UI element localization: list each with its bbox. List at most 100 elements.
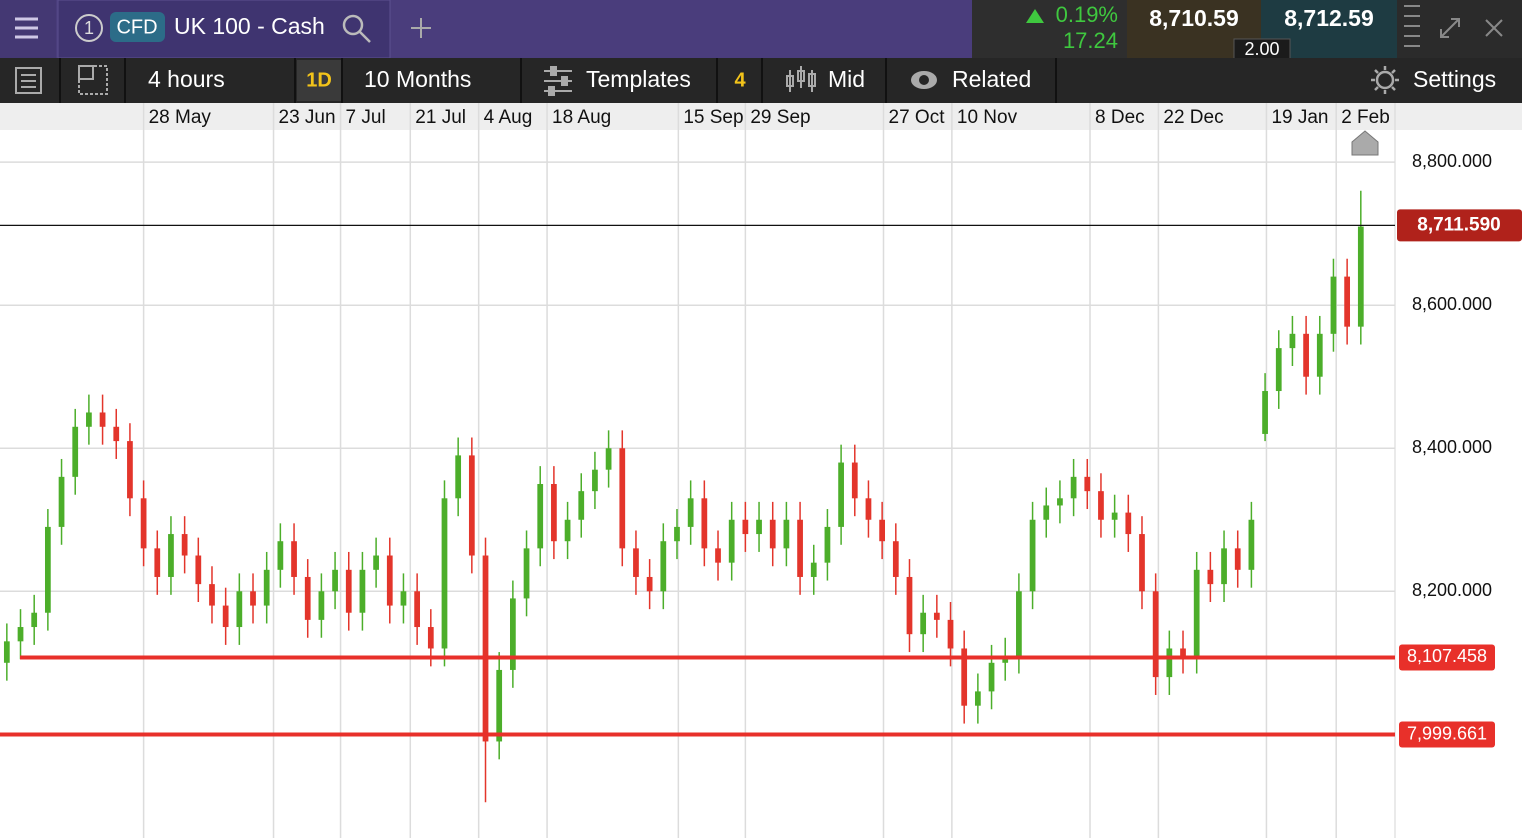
change-percent: 0.19% — [1056, 2, 1118, 27]
add-tab[interactable] — [411, 18, 431, 38]
candle-body — [263, 569, 270, 606]
candle-body — [838, 462, 844, 527]
settings-icon — [1371, 66, 1399, 94]
candle-body — [168, 534, 174, 577]
close-icon[interactable] — [1485, 19, 1503, 37]
candle-body — [1316, 333, 1323, 377]
candle-body — [810, 562, 817, 577]
candle-body — [728, 519, 735, 563]
buy-price: 8,712.59 — [1284, 5, 1374, 31]
layout-icon[interactable] — [78, 65, 108, 95]
change-points: 17.24 — [1063, 28, 1118, 53]
list-icon[interactable] — [15, 67, 42, 94]
search-icon[interactable] — [342, 14, 371, 43]
toolbar-dividers — [59, 58, 1057, 103]
candle-body — [250, 591, 256, 606]
candle-body — [1289, 333, 1296, 349]
up-arrow — [1026, 9, 1044, 23]
candle-body — [742, 519, 749, 535]
range[interactable]: 10 Months — [364, 66, 471, 92]
y-tick-label: 8,400.000 — [1412, 437, 1492, 457]
interval[interactable]: 4 hours — [148, 66, 225, 92]
candle-body — [1043, 505, 1050, 520]
scroll-home[interactable] — [1351, 130, 1379, 156]
x-tick-label: 27 Oct — [889, 107, 946, 128]
candle-body — [482, 555, 489, 742]
candle-body — [1111, 512, 1118, 520]
candle-body — [1357, 226, 1364, 327]
candle-body — [824, 526, 831, 563]
x-tick-label: 4 Aug — [484, 107, 533, 128]
candle-body — [920, 612, 927, 635]
candle-body — [140, 498, 147, 549]
candle-body — [373, 555, 379, 570]
candle-body — [222, 605, 229, 628]
candle-body — [509, 598, 516, 670]
price-type[interactable]: Mid — [828, 66, 865, 92]
candle-body — [58, 476, 65, 527]
candle-body — [1207, 569, 1214, 585]
candle-body — [1125, 512, 1132, 535]
level-box — [1399, 721, 1495, 748]
candle-body — [947, 619, 954, 649]
x-tick-label: 28 May — [149, 107, 212, 128]
candle-body — [851, 462, 858, 499]
period-button-bg[interactable] — [297, 60, 341, 101]
candle-body — [592, 469, 598, 492]
level-box — [1399, 644, 1495, 671]
period-button[interactable]: 1D — [306, 69, 332, 91]
candle-body — [427, 627, 434, 649]
x-tick-label: 18 Aug — [552, 107, 611, 128]
menu-icon — [15, 17, 38, 39]
candle-body — [1221, 548, 1227, 585]
candle-body — [578, 491, 585, 520]
level-label: 8,107.458 — [1407, 646, 1487, 666]
candle-body — [359, 569, 366, 613]
level-label: 7,999.661 — [1407, 723, 1487, 743]
candle-body — [99, 412, 106, 427]
x-tick-label: 21 Jul — [415, 107, 466, 128]
cfd-badge — [110, 12, 165, 42]
candle-body — [797, 519, 803, 577]
candle-body — [605, 448, 612, 470]
candle-body — [44, 526, 51, 613]
drag-handle — [1404, 5, 1420, 47]
candle-body — [783, 519, 790, 549]
candle-body — [1098, 491, 1104, 520]
candle-body — [113, 426, 120, 442]
x-tick-label: 29 Sep — [750, 107, 810, 128]
candle-body — [1275, 348, 1282, 392]
candle-body — [1070, 476, 1077, 499]
candle-body — [865, 498, 872, 520]
expand-icon[interactable] — [1440, 18, 1460, 38]
related[interactable]: Related — [952, 66, 1031, 92]
candle-body — [660, 541, 667, 592]
y-tick-label: 8,200.000 — [1412, 580, 1492, 600]
candle-body — [195, 555, 202, 585]
candle-body — [414, 591, 421, 628]
candles — [3, 190, 1364, 803]
candle-body — [1166, 648, 1173, 678]
x-tick-label: 23 Jun — [279, 107, 336, 128]
templates-icon — [544, 66, 572, 96]
candle-body — [1016, 591, 1022, 656]
tab-number-circle — [75, 14, 103, 42]
candle-body — [1344, 276, 1351, 327]
last-price-label: 8,711.590 — [1417, 214, 1500, 235]
candle-body — [551, 484, 557, 542]
settings[interactable]: Settings — [1413, 66, 1496, 92]
candle-body — [1152, 591, 1159, 678]
x-tick-label: 22 Dec — [1163, 107, 1223, 128]
candle-body — [455, 455, 462, 499]
x-tick-label: 8 Dec — [1095, 107, 1145, 128]
y-tick-label: 8,800.000 — [1412, 151, 1492, 171]
candle-body — [1180, 648, 1186, 656]
candle-body — [154, 548, 161, 577]
candle-body — [17, 627, 24, 642]
candle-body — [1029, 519, 1036, 592]
templates[interactable]: Templates — [586, 66, 691, 92]
candle-body — [236, 591, 243, 628]
candle-body — [181, 534, 188, 556]
candle-body — [1084, 476, 1091, 492]
x-tick-label: 15 Sep — [683, 107, 743, 128]
